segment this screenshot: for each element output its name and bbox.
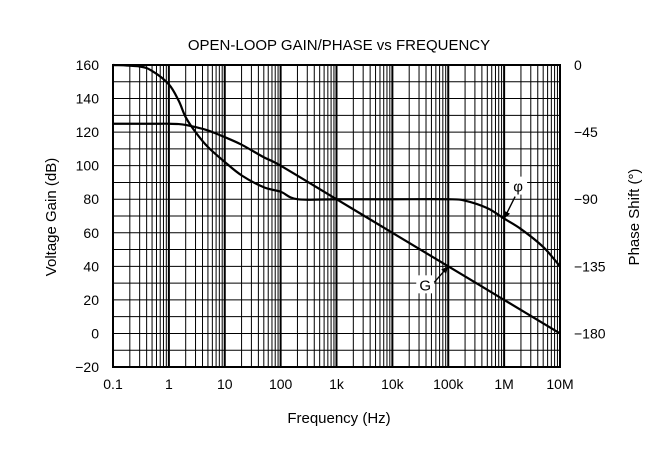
gain-curve-label: G [419,277,431,294]
gain-curve [113,122,561,335]
x-tick-label: 100 [269,376,293,392]
gain-label-bg [416,275,435,294]
y2-tick-labels: 0 −45 −90 −135 −180 [574,57,606,341]
y-tick-label: 100 [76,158,100,174]
y-tick-label: 140 [76,91,100,107]
y-tick-label: 160 [76,57,100,73]
y2-tick-label: −90 [574,191,598,207]
x-tick-label: 1M [494,376,513,392]
x-tick-label: 10 [217,376,233,392]
y-tick-label: 60 [83,225,99,241]
y-tick-label: 40 [83,258,99,274]
x-tick-label: 0.1 [103,376,123,392]
y2-tick-label: 0 [574,57,582,73]
y-tick-labels: −20 0 20 40 60 80 100 120 140 160 [75,57,99,375]
x-tick-label: 10M [546,376,573,392]
phase-curve [112,63,561,268]
x-tick-label: 100k [433,376,464,392]
plot-frame [112,64,561,368]
y2-tick-label: −45 [574,124,598,140]
y-tick-label: 80 [83,191,99,207]
annotations-group: Gφ [416,176,528,294]
annotation-arrowhead [441,266,449,274]
x-tick-label: 10k [381,376,405,392]
y-tick-label: 0 [91,325,99,341]
y2-tick-label: −180 [574,325,606,341]
phase-curve-label: φ [513,179,523,196]
y-tick-label: 120 [76,124,100,140]
phase-label-bg [509,176,528,195]
y-axis-label: Voltage Gain (dB) [43,158,60,276]
chart-title: OPEN-LOOP GAIN/PHASE vs FREQUENCY [188,37,490,54]
annotation-arrowhead [504,210,511,219]
series-group [112,63,561,335]
y2-axis-label: Phase Shift (°) [626,169,643,266]
y2-tick-label: −135 [574,258,606,274]
x-tick-labels: 0.1 1 10 100 1k 10k 100k 1M 10M [103,376,573,392]
y-tick-label: 20 [83,292,99,308]
x-axis-label: Frequency (Hz) [287,410,390,427]
x-tick-label: 1k [329,376,345,392]
y-tick-label: −20 [75,359,99,375]
x-tick-label: 1 [165,376,173,392]
